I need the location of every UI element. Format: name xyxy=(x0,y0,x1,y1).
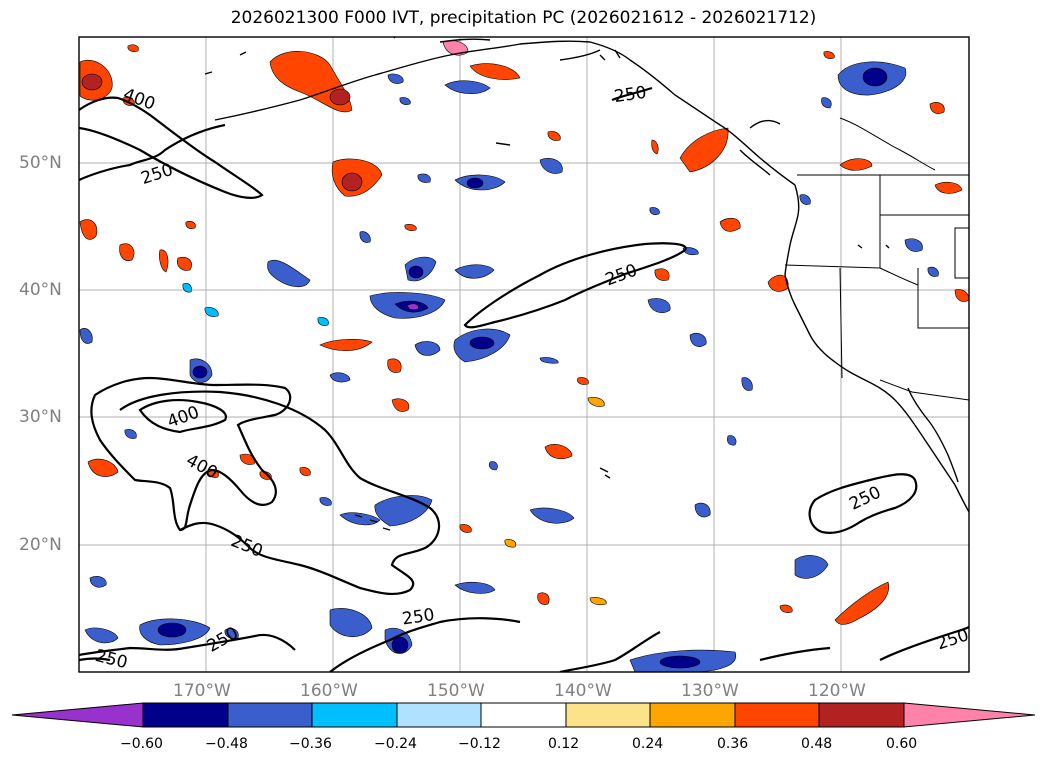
colorbar-tick: 0.60 xyxy=(886,736,918,752)
lon-label-170w: 170°W xyxy=(173,681,231,701)
lat-label-20n: 20°N xyxy=(19,535,62,555)
colorbar-segment xyxy=(142,702,229,728)
lat-label-50n: 50°N xyxy=(19,153,62,173)
political-boundaries xyxy=(784,117,969,401)
lon-label-140w: 140°W xyxy=(554,681,612,701)
colorbar-segment xyxy=(903,702,1036,728)
colorbar-segment xyxy=(734,702,820,728)
colorbar-tick: −0.24 xyxy=(374,736,417,752)
contour-label: 250 xyxy=(401,605,436,629)
colorbar-tick: −0.48 xyxy=(205,736,248,752)
colorbar-tick: 0.48 xyxy=(801,736,833,752)
colorbar-segment xyxy=(11,702,144,728)
lat-label-30n: 30°N xyxy=(19,407,62,427)
colorbar-tick: −0.36 xyxy=(289,736,332,752)
colorbar-tick: 0.36 xyxy=(717,736,749,752)
coastlines xyxy=(204,37,969,531)
colorbar-tick: 0.24 xyxy=(632,736,664,752)
colorbar-segment xyxy=(480,702,567,728)
lat-label-40n: 40°N xyxy=(19,280,62,300)
colorbar-segment xyxy=(396,702,482,728)
colorbar xyxy=(11,702,1036,728)
lon-label-160w: 160°W xyxy=(300,681,358,701)
colorbar-tick: 0.12 xyxy=(548,736,580,752)
precip-negative-areas xyxy=(79,61,939,672)
precip-positive-areas xyxy=(79,40,969,625)
colorbar-segment xyxy=(227,702,313,728)
colorbar-segment xyxy=(565,702,651,728)
lon-label-150w: 150°W xyxy=(427,681,485,701)
colorbar-tick: −0.12 xyxy=(458,736,501,752)
lon-label-120w: 120°W xyxy=(808,681,866,701)
colorbar-segment xyxy=(311,702,398,728)
map-title: 2026021300 F000 IVT, precipitation PC (2… xyxy=(230,8,817,28)
lon-label-130w: 130°W xyxy=(681,681,739,701)
colorbar-tick: −0.60 xyxy=(120,736,163,752)
ivt-contours xyxy=(79,86,969,672)
colorbar-segment xyxy=(649,702,736,728)
map-background xyxy=(79,37,969,672)
colorbar-segment xyxy=(818,702,905,728)
map-frame xyxy=(78,36,970,673)
contour-label: 250 xyxy=(613,83,648,107)
